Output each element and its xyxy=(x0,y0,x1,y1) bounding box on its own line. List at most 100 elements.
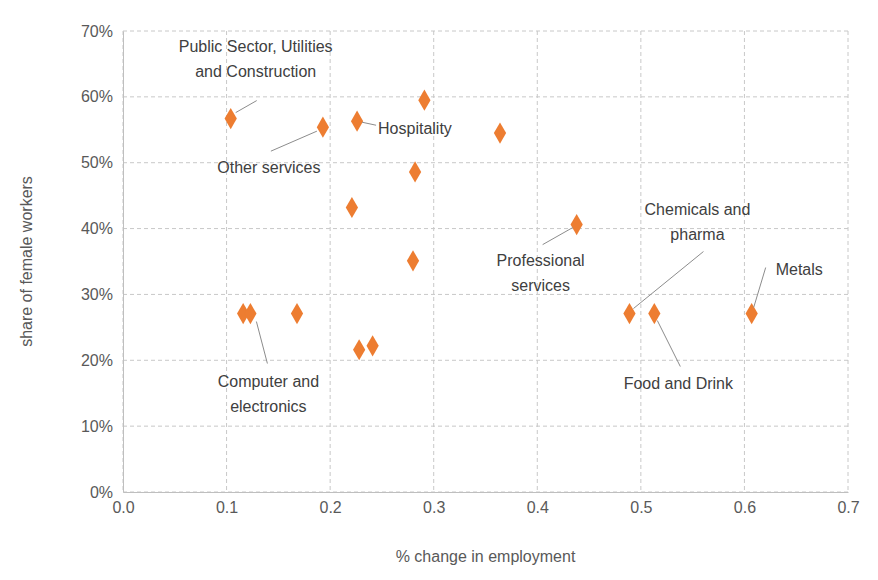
tick-label: 0.5 xyxy=(630,499,652,516)
annotation-line: Chemicals and xyxy=(645,201,751,218)
point xyxy=(366,335,378,356)
point xyxy=(353,339,365,360)
grid-line xyxy=(123,228,848,229)
tick: 0.0 xyxy=(112,492,134,516)
leader-line xyxy=(633,252,703,309)
leader-line xyxy=(754,268,766,308)
grid-line xyxy=(123,96,848,97)
grid-line xyxy=(640,31,641,492)
annotation: Public Sector, Utilities and Construction xyxy=(179,38,333,80)
point xyxy=(407,250,419,271)
annotation: Food and Drink xyxy=(624,375,734,392)
annotations: Public Sector, Utilities and Construction… xyxy=(179,38,823,415)
tick-label: 20% xyxy=(81,352,113,369)
tick: 0.7 xyxy=(837,492,859,516)
grid-line xyxy=(848,31,849,492)
x-axis-title: % change in employment xyxy=(396,548,576,565)
point xyxy=(317,117,329,138)
annotation: Chemicals and pharma xyxy=(645,201,751,243)
grid-line xyxy=(123,492,848,493)
tick-label: 30% xyxy=(81,286,113,303)
point xyxy=(648,303,660,324)
annotation: Computer and electronics xyxy=(218,373,319,415)
annotation-line: Public Sector, Utilities xyxy=(179,38,333,55)
tick-label: 0.6 xyxy=(734,499,756,516)
annotation-line: Food and Drink xyxy=(624,375,734,392)
point xyxy=(494,122,506,143)
points xyxy=(225,90,758,361)
tick: 0.4 xyxy=(527,492,549,516)
tick: 0.3 xyxy=(423,492,445,516)
y-axis: 0% 10% 20% 30% 40% 50% 60% 70% xyxy=(81,23,124,501)
grid-line xyxy=(123,426,848,427)
grid-line xyxy=(123,360,848,361)
leader-line xyxy=(543,228,573,245)
point xyxy=(418,90,430,111)
grid-line xyxy=(330,31,331,492)
grid-line xyxy=(123,31,848,32)
tick-label: 10% xyxy=(81,418,113,435)
grid-line xyxy=(433,31,434,492)
tick-label: 50% xyxy=(81,154,113,171)
tick-label: 0.3 xyxy=(423,499,445,516)
tick: 0.2 xyxy=(320,492,342,516)
tick-label: 70% xyxy=(81,23,113,40)
tick: 0.1 xyxy=(216,492,238,516)
point xyxy=(409,161,421,182)
tick-label: 0.1 xyxy=(216,499,238,516)
tick: 40% xyxy=(81,220,123,237)
chart: 0.0 0.1 0.2 0.3 0.4 0.5 0.6 0.7 0% 10% 20% 30% 40% 50… xyxy=(0,0,878,580)
annotation-line: Professional xyxy=(497,252,585,269)
grid xyxy=(123,31,848,492)
tick-label: 0.7 xyxy=(837,499,859,516)
point xyxy=(244,303,256,324)
leader-line xyxy=(256,322,267,364)
tick: 0.6 xyxy=(734,492,756,516)
grid-line xyxy=(226,31,227,492)
point xyxy=(351,111,363,132)
annotation-line: pharma xyxy=(670,226,724,243)
point xyxy=(346,197,358,218)
leader-line xyxy=(362,122,376,125)
leader-line xyxy=(657,321,680,367)
plot: 0.0 0.1 0.2 0.3 0.4 0.5 0.6 0.7 0% 10% 20% 30% 40% 50… xyxy=(81,23,860,517)
x-axis: 0.0 0.1 0.2 0.3 0.4 0.5 0.6 0.7 xyxy=(112,492,859,516)
tick: 50% xyxy=(81,154,123,171)
tick-label: 0.4 xyxy=(527,499,549,516)
point xyxy=(225,108,237,129)
tick: 10% xyxy=(81,418,123,435)
tick-label: 40% xyxy=(81,220,113,237)
tick-label: 0.2 xyxy=(320,499,342,516)
annotation-line: services xyxy=(511,277,570,294)
tick: 0.5 xyxy=(630,492,652,516)
tick: 20% xyxy=(81,352,123,369)
tick: 0% xyxy=(90,484,123,501)
leader-line xyxy=(271,131,317,151)
grid-line xyxy=(123,294,848,295)
point xyxy=(571,214,583,235)
annotation: Other services xyxy=(217,159,320,176)
annotation-line: Other services xyxy=(217,159,320,176)
annotation-line: Metals xyxy=(776,261,823,278)
y-axis-title: share of female workers xyxy=(18,176,35,347)
annotation: Professional services xyxy=(497,252,585,294)
annotation-line: electronics xyxy=(230,398,306,415)
annotation-line: Hospitality xyxy=(378,120,452,137)
tick-label: 60% xyxy=(81,88,113,105)
tick: 60% xyxy=(81,88,123,105)
point xyxy=(746,303,758,324)
point xyxy=(291,303,303,324)
tick-label: 0.0 xyxy=(112,499,134,516)
grid-line xyxy=(123,31,124,492)
point xyxy=(623,303,635,324)
tick: 30% xyxy=(81,286,123,303)
annotation-line: and Construction xyxy=(195,63,316,80)
annotation-line: Computer and xyxy=(218,373,319,390)
leader-line xyxy=(236,101,257,113)
grid-line xyxy=(744,31,745,492)
tick-label: 0% xyxy=(90,484,113,501)
tick: 70% xyxy=(81,23,123,40)
axis-line xyxy=(123,32,124,493)
annotation: Hospitality xyxy=(378,120,452,137)
annotation: Metals xyxy=(776,261,823,278)
